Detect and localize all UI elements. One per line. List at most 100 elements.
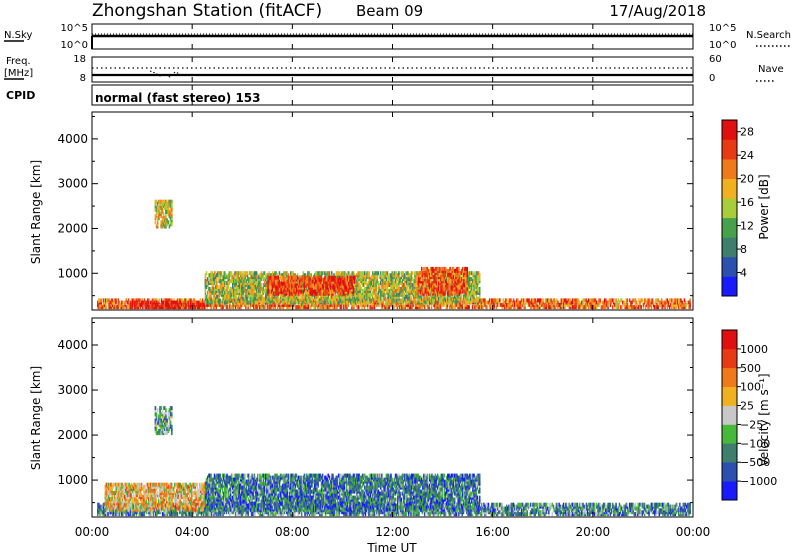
colorbar-swatch xyxy=(722,237,737,258)
data-cell xyxy=(263,288,266,293)
data-cell xyxy=(448,281,450,286)
data-cell xyxy=(531,300,533,305)
data-cell xyxy=(464,266,466,271)
data-cell xyxy=(275,275,277,280)
data-cell xyxy=(390,273,392,278)
data-cell xyxy=(405,302,408,307)
data-cell xyxy=(434,289,437,294)
data-cell xyxy=(166,210,168,214)
data-cell xyxy=(488,302,491,307)
data-cell xyxy=(314,302,317,307)
data-cell xyxy=(445,302,448,307)
data-cell xyxy=(151,305,153,310)
data-cell xyxy=(267,287,269,292)
data-cell xyxy=(162,212,165,217)
data-cell xyxy=(236,275,239,280)
data-cell xyxy=(247,277,250,282)
data-cell xyxy=(261,286,264,291)
data-cell xyxy=(245,305,247,310)
data-cell xyxy=(451,279,454,284)
data-cell xyxy=(294,273,297,278)
data-cell xyxy=(534,298,536,303)
data-cell xyxy=(245,279,248,284)
data-cell xyxy=(289,302,291,307)
data-cell xyxy=(684,305,687,310)
data-cell xyxy=(616,305,618,310)
data-cell xyxy=(436,277,439,282)
data-cell xyxy=(343,305,345,310)
data-cell xyxy=(351,283,353,288)
data-cell xyxy=(458,285,460,290)
data-cell xyxy=(131,302,134,307)
data-cell xyxy=(585,305,588,310)
data-cell xyxy=(245,288,248,293)
data-cell xyxy=(431,298,433,303)
data-cell xyxy=(433,277,435,282)
data-cell xyxy=(320,277,323,282)
data-cell xyxy=(306,275,308,280)
data-cell xyxy=(550,300,552,305)
data-cell xyxy=(252,273,254,278)
data-cell xyxy=(438,305,441,310)
data-cell xyxy=(591,300,593,305)
data-cell xyxy=(527,300,530,305)
data-cell xyxy=(174,300,176,305)
data-cell xyxy=(605,298,607,303)
data-cell xyxy=(540,302,542,307)
data-cell xyxy=(442,289,445,294)
data-cell xyxy=(291,271,293,276)
data-cell xyxy=(664,305,666,310)
data-cell xyxy=(246,298,249,303)
data-cell xyxy=(156,298,158,303)
data-cell xyxy=(575,305,577,310)
data-cell xyxy=(534,300,536,305)
data-cell xyxy=(673,298,675,303)
data-cell xyxy=(278,287,281,292)
data-cell xyxy=(466,277,468,282)
data-cell xyxy=(159,199,161,204)
data-cell xyxy=(128,300,131,305)
data-cell xyxy=(365,302,368,307)
data-cell xyxy=(589,300,591,305)
data-cell xyxy=(422,291,424,296)
data-cell xyxy=(443,271,446,276)
data-cell xyxy=(416,281,418,285)
data-cell xyxy=(246,277,249,282)
data-cell xyxy=(541,300,543,305)
data-cell xyxy=(434,271,437,275)
data-cell xyxy=(166,222,168,227)
data-cell xyxy=(131,298,133,303)
data-cell xyxy=(304,281,307,286)
data-cell xyxy=(299,275,301,280)
data-cell xyxy=(292,271,294,276)
data-cell xyxy=(476,283,479,287)
data-cell xyxy=(565,298,567,303)
data-cell xyxy=(427,279,430,284)
data-cell xyxy=(329,305,331,310)
data-cell xyxy=(509,298,511,303)
data-cell xyxy=(670,298,672,303)
data-cell xyxy=(584,302,587,307)
data-cell xyxy=(307,302,310,307)
data-cell xyxy=(168,224,171,229)
data-cell xyxy=(415,275,417,280)
data-cell xyxy=(401,305,403,310)
data-cell xyxy=(206,305,208,310)
data-cell xyxy=(321,305,323,310)
data-cell xyxy=(120,305,123,310)
data-cell xyxy=(173,298,175,303)
data-cell xyxy=(234,279,236,284)
data-cell xyxy=(201,302,203,307)
data-cell xyxy=(278,298,281,303)
data-cell xyxy=(417,289,419,294)
data-cell xyxy=(262,305,264,310)
data-cell xyxy=(295,275,298,280)
data-cell xyxy=(175,300,177,305)
data-cell xyxy=(454,294,456,299)
data-cell xyxy=(340,305,343,310)
data-cell xyxy=(100,300,102,305)
data-cell xyxy=(245,300,248,305)
data-cell xyxy=(465,277,467,282)
data-cell xyxy=(291,275,293,280)
data-cell xyxy=(528,302,531,307)
